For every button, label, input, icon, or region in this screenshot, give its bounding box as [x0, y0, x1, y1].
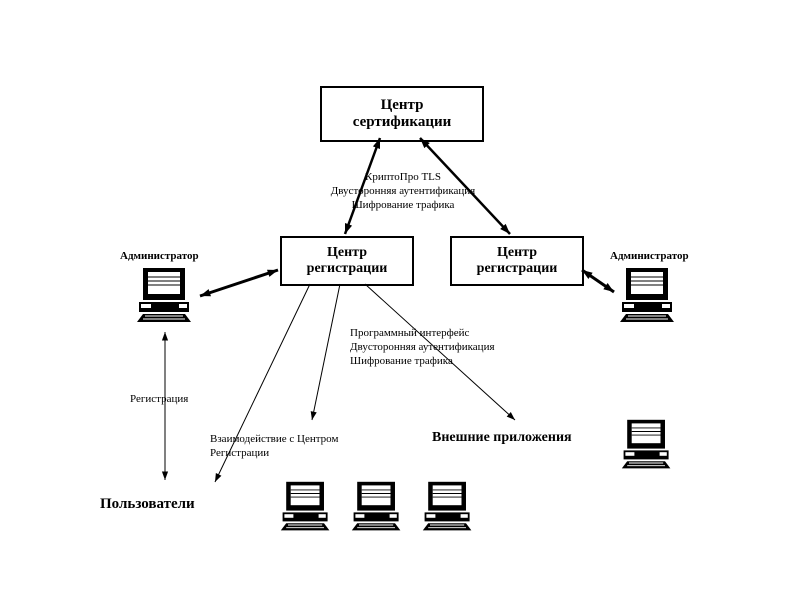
registration-label: Регистрация — [130, 393, 188, 405]
reg-center-right-label: Центррегистрации — [477, 245, 558, 277]
external-apps-label: Внешние приложения — [432, 430, 572, 446]
users-label: Пользователи — [100, 496, 195, 513]
tls-block: КриптоПро TLSДвусторонняя аутентификация… — [298, 170, 508, 212]
reg-center-right-box: Центррегистрации — [450, 236, 584, 286]
admin-right-label: Администратор — [610, 250, 689, 262]
reg-center-left-label: Центррегистрации — [307, 245, 388, 277]
admin-left-label: Администратор — [120, 250, 199, 262]
cert-center-box: Центрсертификации — [320, 86, 484, 142]
admin_left_pc-icon — [135, 266, 193, 329]
prog-block: Программный интерфейсДвусторонняя аутент… — [350, 326, 495, 368]
user_pc_2-icon — [350, 480, 402, 537]
ext_app_pc-icon — [620, 418, 672, 475]
admin_right_pc-icon — [618, 266, 676, 329]
interaction-block: Взаимодействие с ЦентромРегистрации — [210, 432, 338, 460]
reg-center-left-box: Центррегистрации — [280, 236, 414, 286]
user_pc_1-icon — [279, 480, 331, 537]
user_pc_3-icon — [421, 480, 473, 537]
cert-center-label: Центрсертификации — [353, 97, 452, 132]
